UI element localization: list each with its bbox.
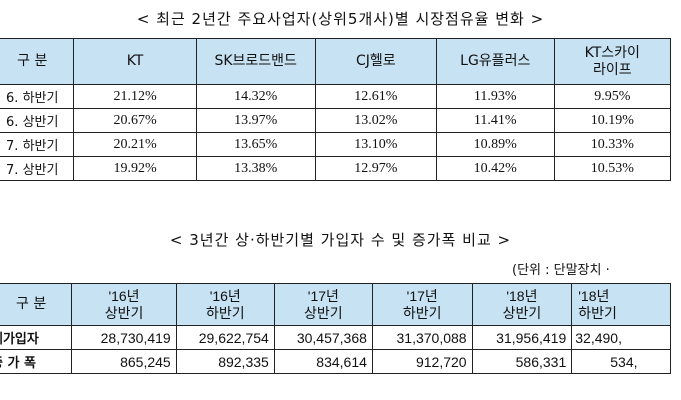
subscriber-table-title: < 3년간 상·하반기별 가입자 수 및 증가폭 비교 > (169, 231, 512, 249)
header-period: '17년 하반기 (371, 283, 473, 326)
header-period: '16년 하반기 (175, 283, 275, 326)
header-gubun: 구 분 (0, 38, 75, 85)
row-label: 체가입자 (0, 325, 73, 350)
subscriber-header-row: 구 분 '16년 상반기 '16년 하반기 '17년 상반기 '17년 하반기 … (0, 283, 671, 326)
cell: 19.92% (73, 156, 197, 181)
market-share-table-title: < 최근 2년간 주요사업자(상위5개사)별 시장점유율 변화 > (136, 10, 545, 28)
row-label: 증 가 폭 (0, 349, 73, 374)
cell: 31,370,088 (371, 325, 473, 350)
cell: 834,614 (273, 349, 373, 374)
cell: 13.02% (314, 108, 437, 133)
cell: 9.95% (553, 84, 672, 109)
cell: 912,720 (371, 349, 473, 374)
cell: 20.67% (73, 108, 197, 133)
cell: 29,622,754 (175, 325, 275, 350)
cell: 10.33% (553, 132, 672, 157)
cell: 892,335 (175, 349, 275, 374)
cell: 13.10% (314, 132, 437, 157)
cell: 10.89% (435, 132, 555, 157)
cell: 10.42% (435, 156, 555, 181)
row-label: 7. 하반기 (0, 132, 75, 157)
header-period: '16년 상반기 (71, 283, 177, 326)
cell: 32,490, (571, 325, 671, 350)
cell: 20.21% (73, 132, 197, 157)
cell: 30,457,368 (273, 325, 373, 350)
header-gubun: 구 분 (0, 283, 73, 326)
cell: 14.32% (195, 84, 316, 109)
cell: 31,956,419 (471, 325, 573, 350)
row-label: 7. 상반기 (0, 156, 75, 181)
header-sk-broadband: SK브로드밴드 (195, 38, 316, 85)
table-row: 6. 하반기 21.12% 14.32% 12.61% 11.93% 9.95% (0, 84, 672, 109)
header-period: '18년 상반기 (471, 283, 573, 326)
cell: 12.61% (314, 84, 437, 109)
table-row: 체가입자 28,730,419 29,622,754 30,457,368 31… (0, 325, 671, 350)
header-period: '17년 상반기 (273, 283, 373, 326)
header-kt: KT (73, 38, 197, 85)
header-period: '18년 하반기 (571, 283, 671, 326)
market-share-table: 구 분 KT SK브로드밴드 CJ헬로 LG유플러스 KT스카이 라이프 6. … (0, 38, 672, 181)
header-lg-uplus: LG유플러스 (435, 38, 555, 85)
table-row: 7. 상반기 19.92% 13.38% 12.97% 10.42% 10.53… (0, 156, 672, 181)
cell: 865,245 (71, 349, 177, 374)
cell: 534, (571, 349, 671, 374)
subscriber-table: 구 분 '16년 상반기 '16년 하반기 '17년 상반기 '17년 하반기 … (0, 283, 671, 374)
table-row: 7. 하반기 20.21% 13.65% 13.10% 10.89% 10.33… (0, 132, 672, 157)
unit-note: (단위 : 단말장치 · (512, 263, 610, 278)
cell: 21.12% (73, 84, 197, 109)
cell: 11.41% (435, 108, 555, 133)
row-label: 6. 하반기 (0, 84, 75, 109)
row-label: 6. 상반기 (0, 108, 75, 133)
table-row: 6. 상반기 20.67% 13.97% 13.02% 11.41% 10.19… (0, 108, 672, 133)
cell: 13.65% (195, 132, 316, 157)
market-share-header-row: 구 분 KT SK브로드밴드 CJ헬로 LG유플러스 KT스카이 라이프 (0, 38, 672, 85)
cell: 10.53% (553, 156, 672, 181)
cell: 28,730,419 (71, 325, 177, 350)
cell: 586,331 (471, 349, 573, 374)
header-kt-skylife: KT스카이 라이프 (553, 38, 672, 85)
cell: 13.38% (195, 156, 316, 181)
header-cj-hello: CJ헬로 (314, 38, 437, 85)
cell: 13.97% (195, 108, 316, 133)
cell: 12.97% (314, 156, 437, 181)
cell: 11.93% (435, 84, 555, 109)
table-row: 증 가 폭 865,245 892,335 834,614 912,720 58… (0, 349, 671, 374)
cell: 10.19% (553, 108, 672, 133)
